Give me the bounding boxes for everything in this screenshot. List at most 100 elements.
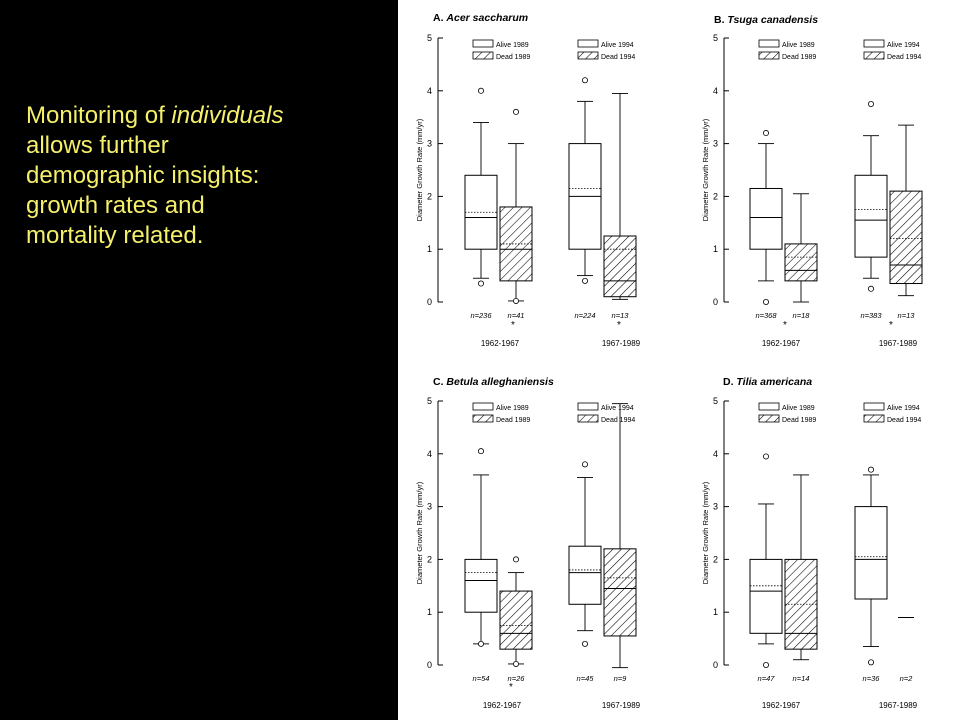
boxplot-figure: A. Acer saccharum 0 1 2 3 4 5 Diameter Growth R…: [415, 12, 923, 710]
sample-size-label: n=36: [863, 674, 881, 683]
legend-swatch: [758, 51, 780, 60]
y-axis-label: Diameter Growth Rate (mm/yr): [701, 118, 710, 221]
text-line-3: demographic insights:: [26, 162, 260, 189]
sample-size-label: n=54: [473, 674, 490, 683]
outlier-point: [478, 640, 485, 647]
sample-size-label: n=224: [574, 311, 595, 320]
y-tick-label: 1: [713, 607, 718, 617]
outlier-point: [867, 285, 874, 292]
significance-star: *: [889, 320, 893, 331]
y-tick-label: 4: [713, 449, 718, 459]
y-tick-label: 3: [713, 139, 718, 149]
sample-size-label: n=368: [755, 311, 777, 320]
sample-size-label: n=9: [614, 674, 628, 683]
group-label: 1967-1989: [602, 339, 641, 348]
legend-swatch: [577, 402, 599, 411]
panel-d: D. Tilia americana 0 1 2 3 4 5 Diameter Growth …: [701, 376, 921, 710]
sample-size-label: n=47: [758, 674, 776, 683]
y-tick-label: 2: [713, 554, 718, 564]
text-line-1b-emphasis: individuals: [171, 102, 284, 129]
sample-size-label: n=41: [508, 311, 525, 320]
legend-entry: Alive 1989: [496, 42, 529, 49]
text-line-2: allows further: [26, 132, 169, 159]
outlier-point: [867, 659, 874, 666]
legend-entry: Dead 1994: [887, 417, 921, 424]
outlier-point: [867, 466, 874, 473]
y-tick-label: 4: [713, 86, 718, 96]
box-dead: [889, 190, 923, 285]
legend-entry: Alive 1994: [601, 42, 634, 49]
sample-size-label: n=18: [793, 311, 811, 320]
legend-entry: Dead 1989: [782, 417, 816, 424]
y-tick-label: 4: [427, 449, 432, 459]
legend-swatch: [472, 51, 494, 60]
group-label: 1962-1967: [762, 339, 801, 348]
outlier-point: [478, 87, 485, 94]
figure-panel: A. Acer saccharum 0 1 2 3 4 5 Diameter Growth R…: [398, 0, 960, 720]
y-tick-label: 2: [427, 554, 432, 564]
box-alive: [568, 545, 602, 605]
sample-size-label: n=13: [612, 311, 630, 320]
legend-swatch: [577, 414, 599, 423]
legend-swatch: [863, 39, 885, 48]
y-tick-label: 3: [427, 502, 432, 512]
box-dead: [603, 235, 637, 298]
box-dead: [499, 590, 533, 650]
legend-entry: Dead 1994: [887, 54, 921, 61]
box-dead: [499, 206, 533, 282]
chart-title-species: Tsuga canadensis: [727, 14, 818, 26]
legend-swatch: [863, 51, 885, 60]
outlier-point: [762, 130, 769, 137]
legend-entry: Alive 1994: [887, 405, 920, 412]
outlier-point: [513, 556, 520, 563]
legend-entry: Alive 1989: [496, 405, 529, 412]
chart-title: B. Tsuga canadensis: [714, 14, 818, 26]
box-alive: [749, 558, 783, 634]
sample-size-label: n=236: [470, 311, 492, 320]
box-alive: [464, 558, 498, 613]
chart-title-species: Tilia americana: [736, 376, 812, 388]
group-label: 1967-1989: [879, 701, 918, 710]
y-tick-label: 4: [427, 86, 432, 96]
y-tick-label: 0: [427, 660, 432, 670]
y-axis-label: Diameter Growth Rate (mm/yr): [415, 481, 424, 584]
sample-size-label: n=383: [860, 311, 882, 320]
chart-title-species: Betula alleghaniensis: [446, 376, 554, 388]
legend-swatch: [472, 414, 494, 423]
chart-title: D. Tilia americana: [723, 376, 812, 388]
y-axis-label: Diameter Growth Rate (mm/yr): [415, 118, 424, 221]
legend-entry: Dead 1989: [496, 54, 530, 61]
legend-swatch: [863, 402, 885, 411]
sample-size-label: n=13: [898, 311, 916, 320]
y-tick-label: 5: [713, 33, 718, 43]
legend-swatch: [758, 39, 780, 48]
box-alive: [854, 174, 888, 258]
y-tick-label: 3: [427, 139, 432, 149]
legend-swatch: [472, 402, 494, 411]
legend-entry: Dead 1994: [601, 417, 635, 424]
panel-a: A. Acer saccharum 0 1 2 3 4 5 Diameter Growth R…: [415, 12, 641, 348]
group-label: 1967-1989: [879, 339, 918, 348]
legend-entry: Dead 1994: [601, 54, 635, 61]
outlier-point: [581, 640, 588, 647]
outlier-point: [581, 461, 588, 468]
y-tick-label: 2: [713, 191, 718, 201]
box-dead: [603, 548, 637, 637]
sample-size-label: n=2: [900, 674, 914, 683]
outlier-point: [581, 77, 588, 84]
sample-size-label: n=14: [793, 674, 810, 683]
text-line-1a: Monitoring of: [26, 102, 172, 129]
y-tick-label: 0: [713, 297, 718, 307]
y-tick-label: 5: [427, 396, 432, 406]
chart-title: A. Acer saccharum: [433, 12, 528, 24]
y-tick-label: 1: [427, 244, 432, 254]
significance-star: *: [511, 320, 515, 331]
y-tick-label: 0: [427, 297, 432, 307]
legend-swatch: [758, 402, 780, 411]
legend-entry: Alive 1994: [887, 42, 920, 49]
legend-entry: Dead 1989: [496, 417, 530, 424]
panel-c: C. Betula alleghaniensis 0 1 2 3 4 5 Diameter G…: [415, 376, 641, 710]
box-alive: [749, 187, 783, 250]
group-label: 1962-1967: [481, 339, 520, 348]
legend-entry: Alive 1989: [782, 405, 815, 412]
